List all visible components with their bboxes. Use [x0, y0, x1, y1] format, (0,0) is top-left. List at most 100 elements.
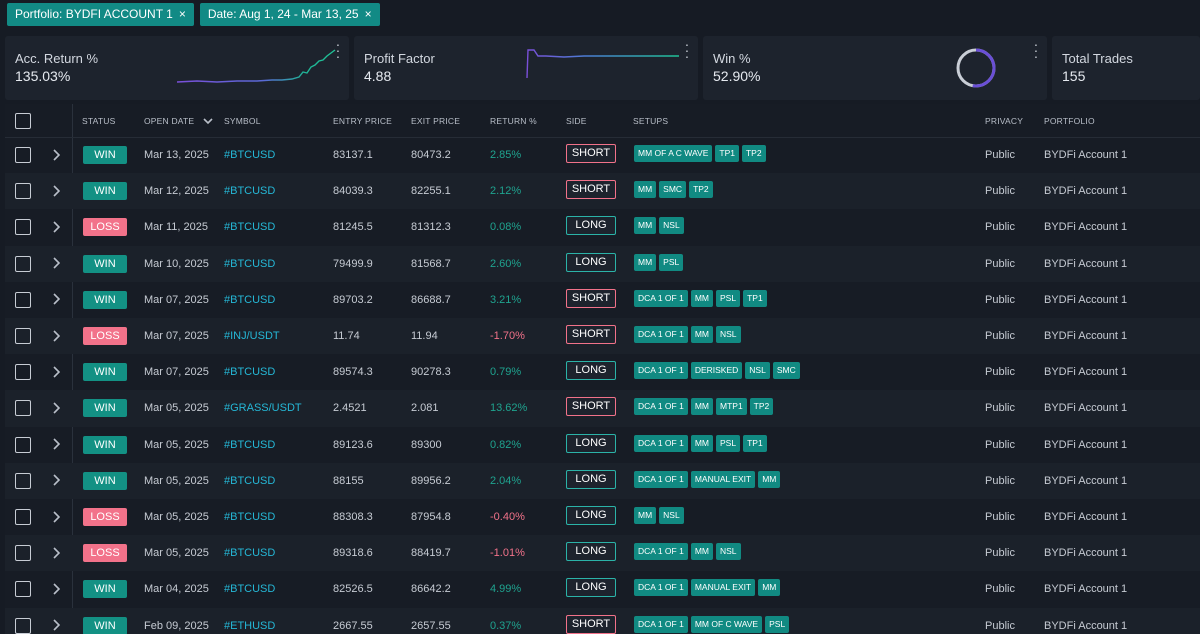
- chevron-right-icon[interactable]: [52, 246, 61, 282]
- table-row[interactable]: WIN Feb 09, 2025 #ETHUSD 2667.55 2657.55 0.37…: [5, 607, 1200, 634]
- table-row[interactable]: WIN Mar 05, 2025 #BTCUSD 88155 89956.2 2.04% L…: [5, 462, 1200, 499]
- header-side[interactable]: SIDE: [566, 116, 587, 126]
- setup-tag[interactable]: NSL: [745, 362, 770, 380]
- chevron-right-icon[interactable]: [52, 137, 61, 173]
- setup-tag[interactable]: MM: [634, 217, 657, 235]
- chevron-right-icon[interactable]: [52, 427, 61, 463]
- chevron-right-icon[interactable]: [52, 608, 61, 634]
- chevron-right-icon[interactable]: [52, 571, 61, 607]
- header-return[interactable]: RETURN %: [490, 116, 537, 126]
- symbol-link[interactable]: #BTCUSD: [224, 149, 276, 161]
- symbol-link[interactable]: #BTCUSD: [224, 474, 276, 487]
- chevron-right-icon[interactable]: [52, 173, 61, 209]
- setup-tag[interactable]: MM: [690, 434, 713, 452]
- header-setups[interactable]: SETUPS: [633, 116, 669, 126]
- close-icon[interactable]: ×: [178, 7, 186, 21]
- chevron-right-icon[interactable]: [52, 354, 61, 390]
- setup-tag[interactable]: DCA 1 OF 1: [634, 615, 688, 633]
- row-checkbox[interactable]: [15, 436, 31, 453]
- symbol-link[interactable]: #BTCUSD: [224, 583, 276, 596]
- header-portfolio[interactable]: PORTFOLIO: [1044, 116, 1095, 126]
- setup-tag[interactable]: SMC: [659, 181, 687, 199]
- row-checkbox[interactable]: [15, 147, 31, 163]
- more-options-icon[interactable]: · · ·: [684, 36, 690, 64]
- setup-tag[interactable]: DCA 1 OF 1: [634, 326, 688, 343]
- setup-tag[interactable]: DCA 1 OF 1: [634, 434, 688, 452]
- symbol-link[interactable]: #BTCUSD: [224, 257, 276, 270]
- table-row[interactable]: WIN Mar 12, 2025 #BTCUSD 84039.3 82255.1 2.12…: [5, 173, 1200, 210]
- setup-tag[interactable]: TP1: [715, 145, 739, 162]
- table-row[interactable]: LOSS Mar 11, 2025 #BTCUSD 81245.5 81312.3 0.0…: [5, 209, 1200, 245]
- row-checkbox[interactable]: [15, 364, 31, 381]
- symbol-link[interactable]: #GRASS/USDT: [224, 402, 302, 415]
- setup-tag[interactable]: MANUAL EXIT: [690, 470, 756, 488]
- setup-tag[interactable]: DCA 1 OF 1: [634, 362, 688, 380]
- row-checkbox[interactable]: [15, 581, 31, 598]
- symbol-link[interactable]: #BTCUSD: [224, 221, 276, 234]
- symbol-link[interactable]: #BTCUSD: [224, 438, 276, 451]
- more-options-icon[interactable]: · · ·: [335, 36, 341, 64]
- close-icon[interactable]: ×: [364, 7, 372, 21]
- setup-tag[interactable]: TP2: [741, 145, 766, 162]
- table-row[interactable]: WIN Mar 13, 2025 #BTCUSD 83137.1 80473.2 2.85…: [5, 137, 1200, 173]
- setup-tag[interactable]: MM: [634, 181, 657, 199]
- sort-desc-icon[interactable]: [203, 117, 213, 127]
- header-entry-price[interactable]: ENTRY PRICE: [333, 116, 393, 126]
- setup-tag[interactable]: MANUAL EXIT: [690, 579, 756, 597]
- setup-tag[interactable]: PSL: [765, 615, 790, 633]
- setup-tag[interactable]: DCA 1 OF 1: [634, 398, 688, 416]
- chevron-right-icon[interactable]: [52, 209, 61, 245]
- row-checkbox[interactable]: [15, 328, 31, 344]
- setup-tag[interactable]: DCA 1 OF 1: [634, 289, 688, 307]
- row-checkbox[interactable]: [15, 509, 31, 525]
- more-options-icon[interactable]: · · ·: [1033, 36, 1039, 64]
- setup-tag[interactable]: PSL: [716, 434, 741, 452]
- chevron-right-icon[interactable]: [52, 463, 61, 499]
- header-status[interactable]: STATUS: [82, 116, 116, 126]
- symbol-link[interactable]: #BTCUSD: [224, 293, 276, 306]
- setup-tag[interactable]: MM: [634, 253, 657, 271]
- setup-tag[interactable]: NSL: [716, 326, 741, 343]
- symbol-link[interactable]: #BTCUSD: [224, 185, 276, 198]
- row-checkbox[interactable]: [15, 617, 31, 634]
- chevron-right-icon[interactable]: [52, 390, 61, 426]
- row-checkbox[interactable]: [15, 545, 31, 562]
- setup-tag[interactable]: NSL: [659, 507, 684, 524]
- setup-tag[interactable]: TP1: [743, 434, 767, 452]
- header-symbol[interactable]: SYMBOL: [224, 116, 261, 126]
- setup-tag[interactable]: MM: [690, 326, 713, 343]
- table-row[interactable]: LOSS Mar 07, 2025 #INJ/USDT 11.74 11.94 -1.70…: [5, 318, 1200, 355]
- row-checkbox[interactable]: [15, 183, 31, 200]
- header-exit-price[interactable]: EXIT PRICE: [411, 116, 461, 126]
- setup-tag[interactable]: DCA 1 OF 1: [634, 579, 688, 597]
- table-row[interactable]: WIN Mar 07, 2025 #BTCUSD 89703.2 86688.7 3.21…: [5, 282, 1200, 318]
- filter-chip-date[interactable]: Date: Aug 1, 24 - Mar 13, 25 ×: [199, 3, 380, 26]
- setup-tag[interactable]: MM OF A C WAVE: [634, 145, 713, 162]
- setup-tag[interactable]: MM: [758, 579, 781, 597]
- chevron-right-icon[interactable]: [52, 535, 61, 571]
- row-checkbox[interactable]: [15, 291, 31, 308]
- table-row[interactable]: WIN Mar 05, 2025 #GRASS/USDT 2.4521 2.081 13.…: [5, 390, 1200, 427]
- setup-tag[interactable]: NSL: [716, 543, 741, 561]
- setup-tag[interactable]: MM: [758, 470, 781, 488]
- table-row[interactable]: WIN Mar 10, 2025 #BTCUSD 79499.9 81568.7 2.60…: [5, 245, 1200, 282]
- table-row[interactable]: WIN Mar 07, 2025 #BTCUSD 89574.3 90278.3 0.79…: [5, 354, 1200, 390]
- setup-tag[interactable]: TP2: [749, 398, 774, 416]
- symbol-link[interactable]: #ETHUSD: [224, 619, 276, 632]
- setup-tag[interactable]: DERISKED: [690, 362, 743, 380]
- setup-tag[interactable]: MM: [690, 398, 713, 416]
- symbol-link[interactable]: #BTCUSD: [224, 511, 276, 523]
- table-row[interactable]: WIN Mar 05, 2025 #BTCUSD 89123.6 89300 0.82% L…: [5, 427, 1200, 463]
- setup-tag[interactable]: MM: [690, 289, 713, 307]
- chevron-right-icon[interactable]: [52, 318, 61, 354]
- header-open-date[interactable]: OPEN DATE: [144, 116, 213, 127]
- table-row[interactable]: LOSS Mar 05, 2025 #BTCUSD 88308.3 87954.8 -0.…: [5, 499, 1200, 535]
- chevron-right-icon[interactable]: [52, 282, 61, 318]
- row-checkbox[interactable]: [15, 219, 31, 236]
- row-checkbox[interactable]: [15, 255, 31, 272]
- setup-tag[interactable]: NSL: [659, 217, 684, 235]
- setup-tag[interactable]: SMC: [772, 362, 800, 380]
- symbol-link[interactable]: #BTCUSD: [224, 547, 276, 560]
- row-checkbox[interactable]: [15, 400, 31, 417]
- setup-tag[interactable]: TP1: [743, 289, 767, 307]
